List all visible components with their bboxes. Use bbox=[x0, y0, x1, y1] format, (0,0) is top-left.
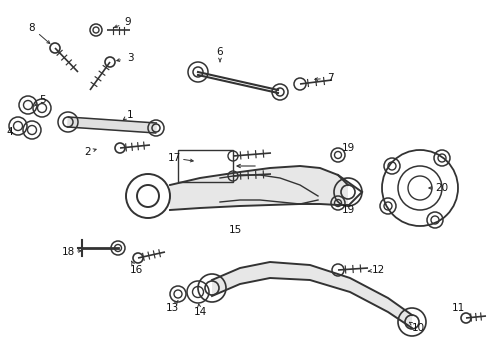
Text: 12: 12 bbox=[371, 265, 385, 275]
Text: 19: 19 bbox=[342, 143, 355, 153]
Text: 10: 10 bbox=[412, 323, 424, 333]
Text: 19: 19 bbox=[342, 205, 355, 215]
Text: 9: 9 bbox=[124, 17, 131, 27]
Text: 8: 8 bbox=[29, 23, 35, 33]
Bar bbox=[178, 150, 233, 182]
Text: 3: 3 bbox=[127, 53, 133, 63]
Text: 15: 15 bbox=[228, 225, 242, 235]
Text: 17: 17 bbox=[168, 153, 181, 163]
Polygon shape bbox=[170, 166, 348, 210]
Text: 5: 5 bbox=[39, 95, 45, 105]
Polygon shape bbox=[212, 262, 412, 328]
Text: 7: 7 bbox=[327, 73, 333, 83]
Text: 14: 14 bbox=[194, 307, 207, 317]
Text: 4: 4 bbox=[7, 127, 13, 137]
Text: 16: 16 bbox=[129, 265, 143, 275]
Text: 18: 18 bbox=[61, 247, 74, 257]
Text: 13: 13 bbox=[166, 303, 179, 313]
Text: 1: 1 bbox=[127, 110, 133, 120]
Text: 11: 11 bbox=[451, 303, 465, 313]
Text: 6: 6 bbox=[217, 47, 223, 57]
Polygon shape bbox=[68, 117, 156, 133]
Text: 20: 20 bbox=[436, 183, 448, 193]
Text: 2: 2 bbox=[85, 147, 91, 157]
